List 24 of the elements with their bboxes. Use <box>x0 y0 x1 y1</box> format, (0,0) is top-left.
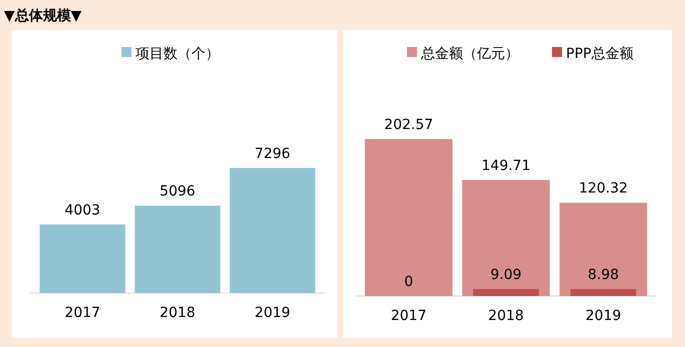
data-label: 8.98 <box>588 267 619 284</box>
data-label: 9.09 <box>490 266 522 283</box>
x-tick-label: 2018 <box>488 308 524 324</box>
data-label: 120.32 <box>578 180 628 197</box>
chart-title: ▼总体规模▼ <box>4 8 82 24</box>
bar <box>462 180 550 296</box>
data-label: 4003 <box>64 202 100 218</box>
data-label: 5096 <box>160 184 196 200</box>
data-label: 149.71 <box>482 158 530 174</box>
data-label: 0 <box>404 274 414 290</box>
x-tick-label: 2019 <box>254 305 290 321</box>
data-label: 202.57 <box>384 117 434 133</box>
x-tick-label: 2017 <box>64 305 100 321</box>
bar <box>364 139 452 296</box>
x-tick-label: 2018 <box>160 305 196 321</box>
legend-label: PPP总金额 <box>566 46 634 62</box>
data-label: 7296 <box>254 146 290 162</box>
x-tick-label: 2017 <box>390 308 426 324</box>
legend-label: 总金额（亿元） <box>420 46 519 62</box>
bar <box>473 288 539 296</box>
bar <box>560 202 648 296</box>
x-tick-label: 2019 <box>586 308 622 324</box>
bar <box>570 289 636 296</box>
legend-label: 项目数（个） <box>136 46 220 62</box>
